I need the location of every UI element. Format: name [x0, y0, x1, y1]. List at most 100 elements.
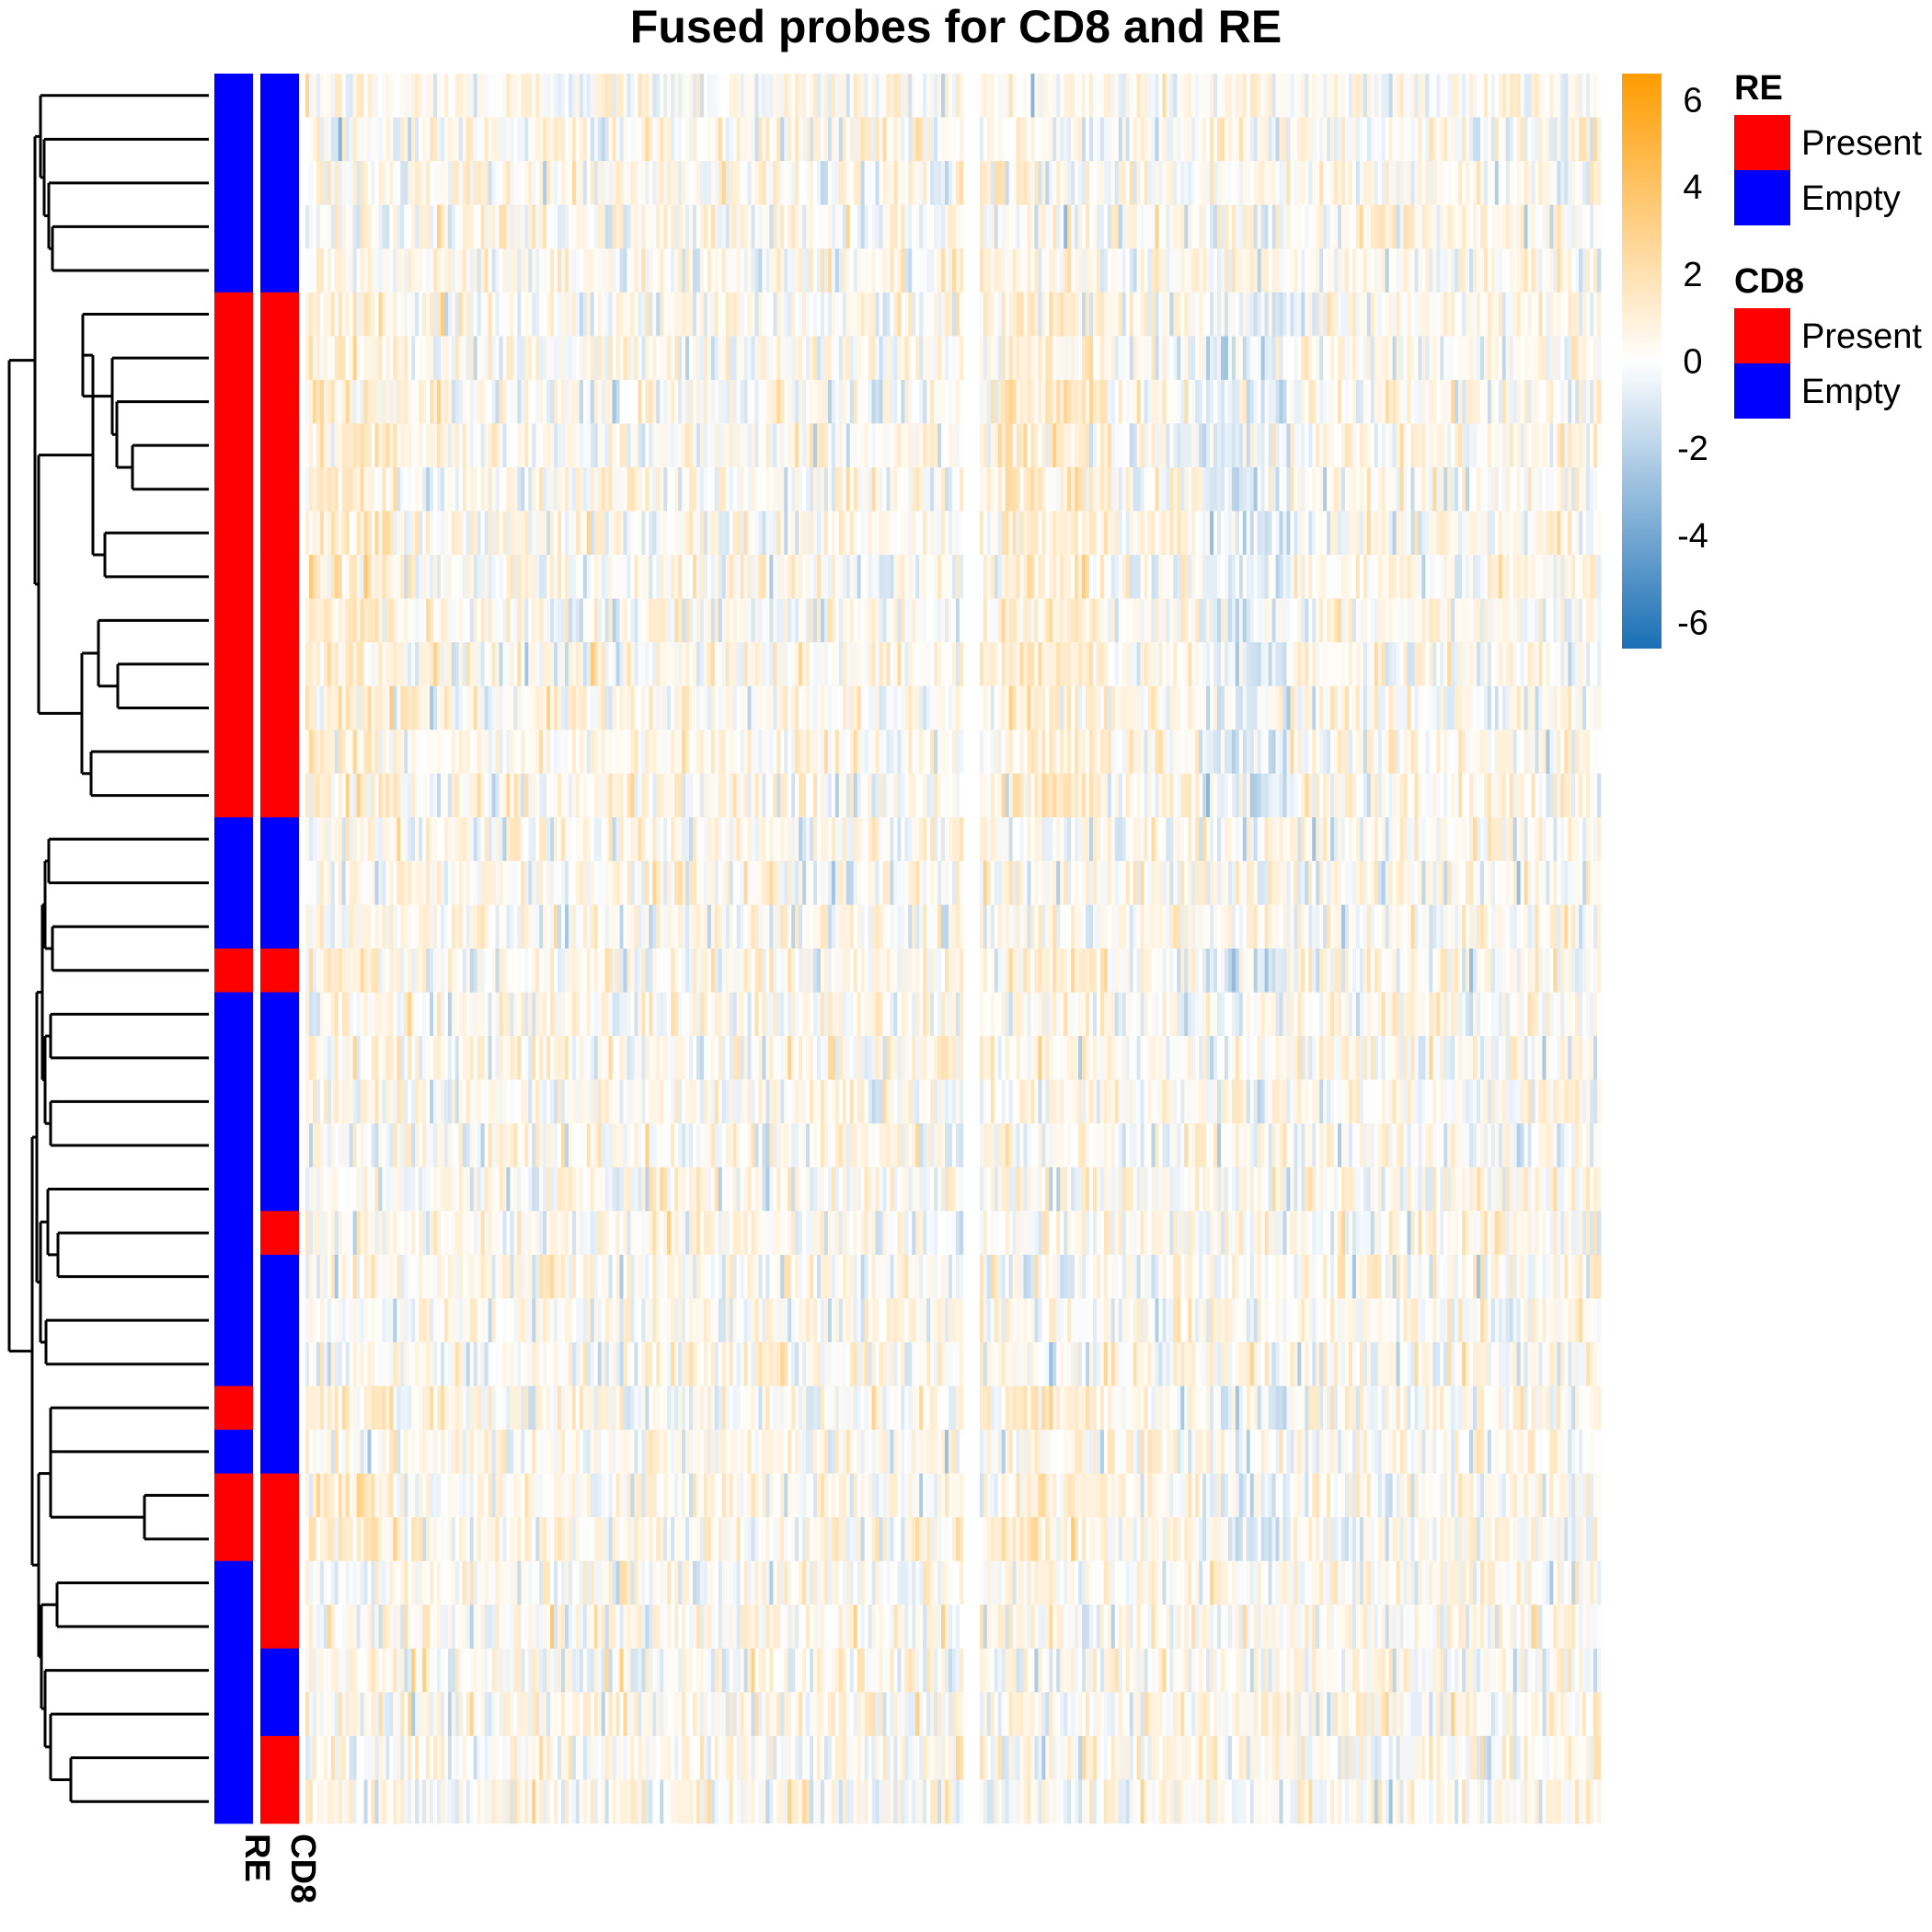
heatmap-cell [513, 74, 518, 118]
heatmap-cell [908, 511, 913, 556]
heatmap-cell [784, 74, 788, 118]
heatmap-cell [1096, 466, 1101, 512]
heatmap-cell [1542, 511, 1547, 556]
heatmap-cell [1381, 292, 1386, 337]
heatmap-cell [948, 336, 953, 381]
heatmap-cell [615, 248, 620, 293]
heatmap-cell [341, 117, 346, 162]
track-cell [260, 248, 299, 293]
heatmap-cell [810, 292, 814, 337]
heatmap-cell [382, 248, 386, 293]
heatmap-cell [488, 204, 492, 249]
heatmap-cell [710, 466, 716, 512]
heatmap-cell [1271, 74, 1276, 118]
heatmap-cell [597, 466, 602, 512]
heatmap-cell [660, 511, 664, 556]
heatmap-cell [1520, 161, 1524, 205]
heatmap-cell [389, 117, 394, 162]
heatmap-cell [499, 117, 503, 162]
heatmap-cell [1125, 117, 1130, 162]
heatmap-cell [893, 248, 898, 293]
heatmap-cell [951, 292, 957, 337]
heatmap-cell [1290, 204, 1294, 249]
heatmap-cell [1220, 466, 1225, 512]
heatmap-cell [849, 423, 855, 468]
heatmap-cell [1385, 248, 1389, 293]
heatmap-cell [506, 379, 511, 424]
heatmap-cell [579, 292, 584, 337]
heatmap-cell [1056, 161, 1061, 205]
heatmap-cell [769, 423, 774, 468]
heatmap-cell [1542, 161, 1547, 205]
heatmap-cell [893, 511, 898, 556]
heatmap-cell [955, 248, 960, 293]
heatmap-cell [1414, 161, 1419, 205]
heatmap-cell [1038, 555, 1042, 599]
heatmap-cell [802, 423, 807, 468]
heatmap-cell [1260, 204, 1265, 249]
heatmap-cell [330, 379, 336, 424]
heatmap-cell [458, 466, 464, 512]
heatmap-cell [1253, 555, 1258, 599]
heatmap-cell [893, 555, 898, 599]
heatmap-cell [564, 292, 569, 337]
track-cell [260, 1298, 299, 1343]
heatmap-cell [1571, 466, 1576, 512]
heatmap-cell [979, 379, 984, 424]
heatmap-cell [912, 74, 916, 118]
heatmap-cell [1210, 248, 1214, 293]
heatmap-cell [1045, 555, 1050, 599]
heatmap-cell [1136, 466, 1141, 512]
track-cell [214, 817, 253, 862]
heatmap-cell [652, 466, 657, 512]
heatmap-cell [586, 466, 592, 512]
heatmap-cell [1348, 466, 1353, 512]
heatmap-cell [959, 74, 964, 118]
heatmap-cell [1253, 598, 1258, 643]
heatmap-cell [983, 161, 988, 205]
heatmap-cell [408, 74, 412, 118]
heatmap-cell [1512, 336, 1517, 381]
heatmap-cell [1323, 511, 1328, 556]
heatmap-cell [451, 642, 456, 686]
track-cell [214, 1735, 253, 1780]
track-cell [260, 555, 299, 599]
heatmap-cell [1498, 511, 1503, 556]
heatmap-cell [696, 555, 701, 599]
heatmap-cell [802, 642, 807, 686]
heatmap-cell [488, 161, 492, 205]
heatmap-cell [608, 74, 613, 118]
heatmap-cell [345, 379, 350, 424]
heatmap-cell [1005, 379, 1009, 424]
heatmap-cell [784, 204, 788, 249]
heatmap-cell [1092, 423, 1098, 468]
track-cell [214, 379, 253, 424]
heatmap-cell [1099, 161, 1105, 205]
heatmap-cell [1147, 555, 1152, 599]
heatmap-cell [1103, 248, 1109, 293]
heatmap-cell [451, 511, 456, 556]
heatmap-cell [1231, 117, 1236, 162]
heatmap-cell [1191, 511, 1196, 556]
heatmap-cell [619, 642, 624, 686]
heatmap-cell [1396, 204, 1400, 249]
heatmap-cell [305, 642, 310, 686]
heatmap-cell [776, 74, 781, 118]
heatmap-cell [1469, 466, 1474, 512]
heatmap-cell [1136, 336, 1141, 381]
heatmap-cell [810, 161, 814, 205]
heatmap-cell [1327, 161, 1331, 205]
heatmap-cell [349, 161, 353, 205]
heatmap-cell [554, 379, 558, 424]
heatmap-cell [363, 248, 368, 293]
heatmap-cell [802, 117, 807, 162]
heatmap-cell [959, 511, 964, 556]
heatmap-cell [1158, 74, 1163, 118]
heatmap-cell [649, 642, 653, 686]
heatmap-cell [1217, 598, 1222, 643]
heatmap-cell [550, 423, 555, 468]
heatmap-cell [426, 466, 431, 512]
heatmap-cell [853, 423, 857, 468]
heatmap-cell [1374, 466, 1379, 512]
heatmap-cell [853, 336, 857, 381]
